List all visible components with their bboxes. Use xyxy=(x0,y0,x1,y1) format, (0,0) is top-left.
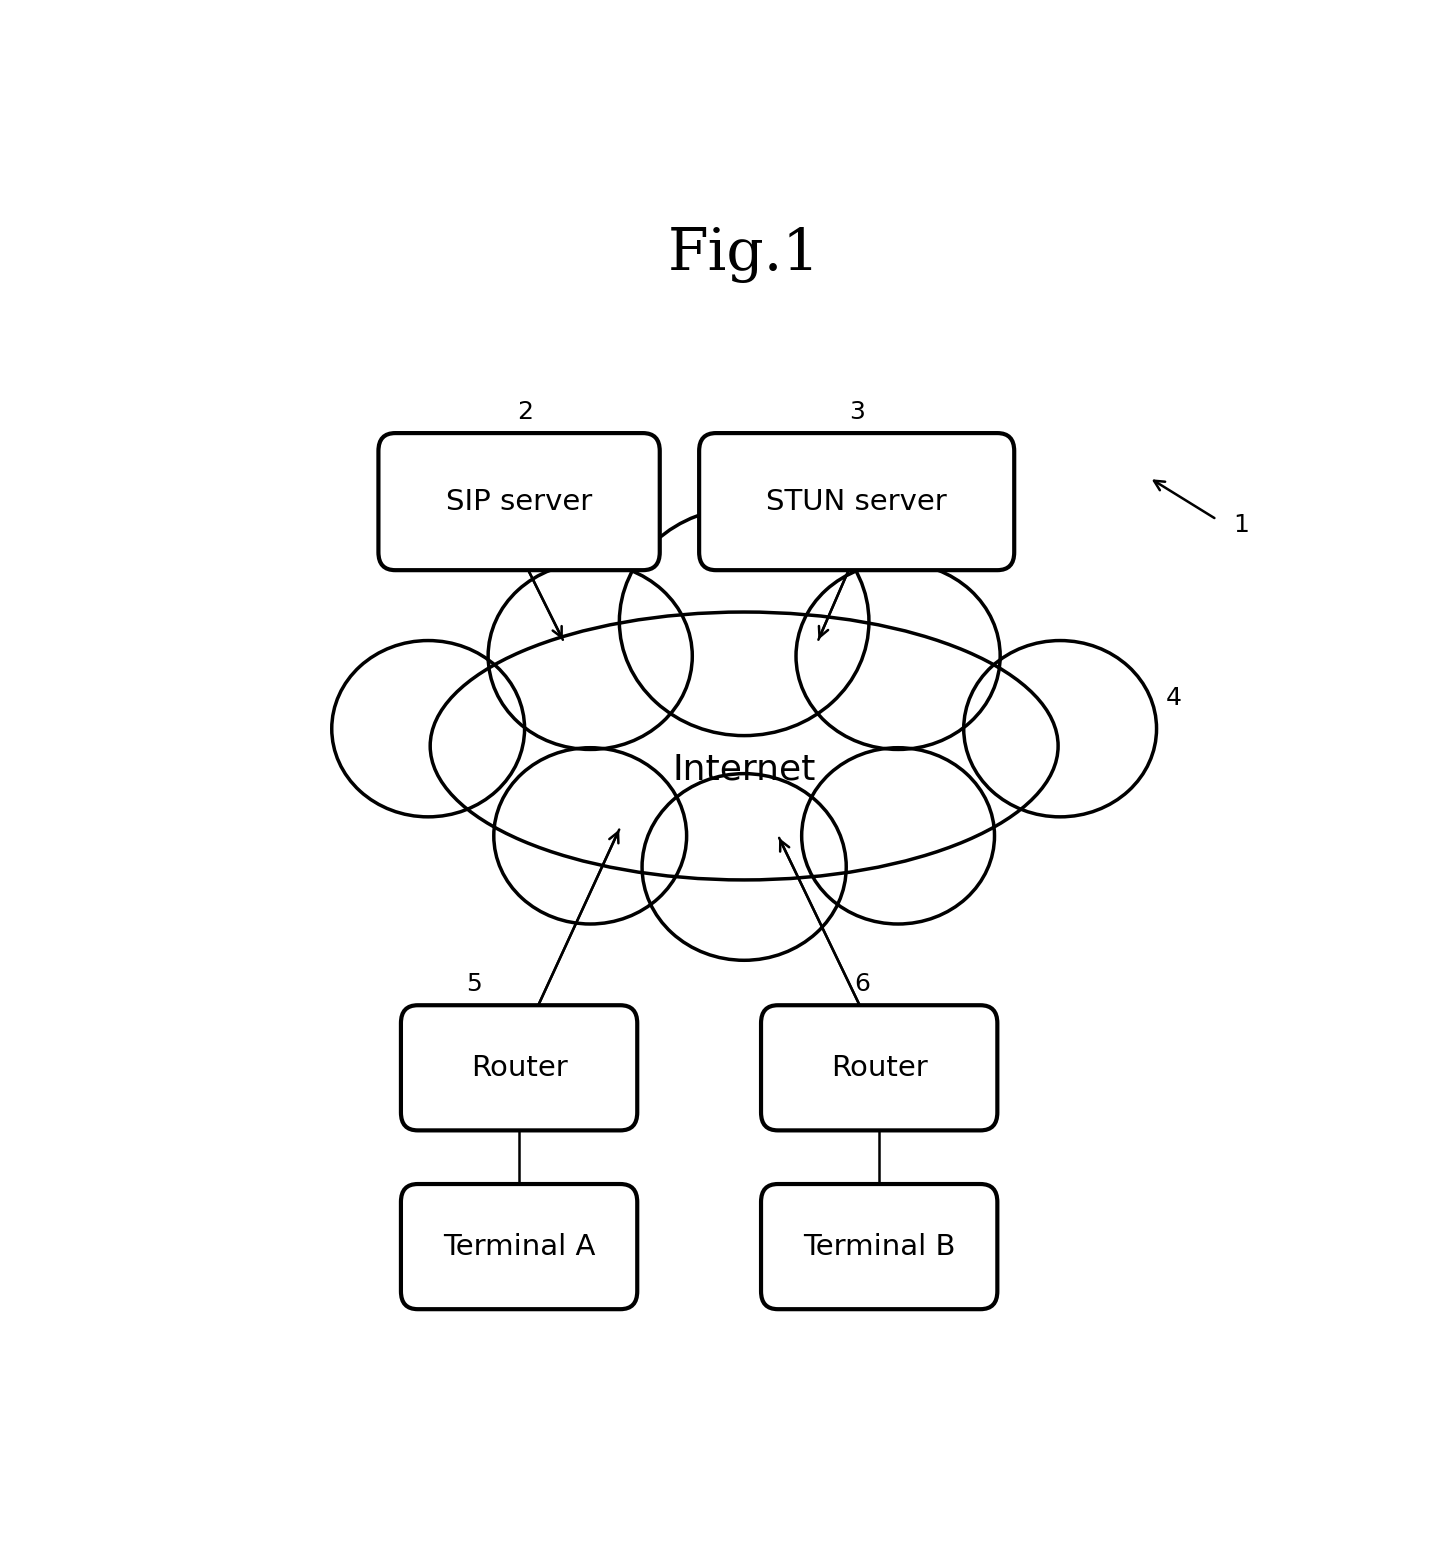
FancyBboxPatch shape xyxy=(700,433,1013,570)
Ellipse shape xyxy=(796,563,1000,749)
Text: Internet: Internet xyxy=(672,752,816,786)
Text: 3: 3 xyxy=(849,399,864,424)
FancyBboxPatch shape xyxy=(761,1184,998,1310)
Ellipse shape xyxy=(964,641,1157,817)
Ellipse shape xyxy=(331,641,524,817)
Ellipse shape xyxy=(488,563,693,749)
Text: Fig.1: Fig.1 xyxy=(668,228,820,283)
Ellipse shape xyxy=(620,508,868,735)
Text: STUN server: STUN server xyxy=(767,488,947,515)
Text: 1: 1 xyxy=(1234,514,1250,537)
Text: Terminal A: Terminal A xyxy=(443,1232,595,1260)
Ellipse shape xyxy=(430,611,1059,879)
Ellipse shape xyxy=(802,748,995,924)
FancyBboxPatch shape xyxy=(379,433,659,570)
FancyBboxPatch shape xyxy=(401,1005,637,1130)
FancyBboxPatch shape xyxy=(401,1184,637,1310)
Text: 4: 4 xyxy=(1166,686,1182,711)
Text: SIP server: SIP server xyxy=(446,488,592,515)
Ellipse shape xyxy=(494,748,687,924)
Text: Router: Router xyxy=(470,1054,568,1082)
Text: 2: 2 xyxy=(517,399,533,424)
Text: Router: Router xyxy=(831,1054,928,1082)
Text: 6: 6 xyxy=(854,972,870,997)
Text: 5: 5 xyxy=(466,972,482,997)
FancyBboxPatch shape xyxy=(761,1005,998,1130)
Ellipse shape xyxy=(642,774,847,960)
Text: Terminal B: Terminal B xyxy=(803,1232,955,1260)
